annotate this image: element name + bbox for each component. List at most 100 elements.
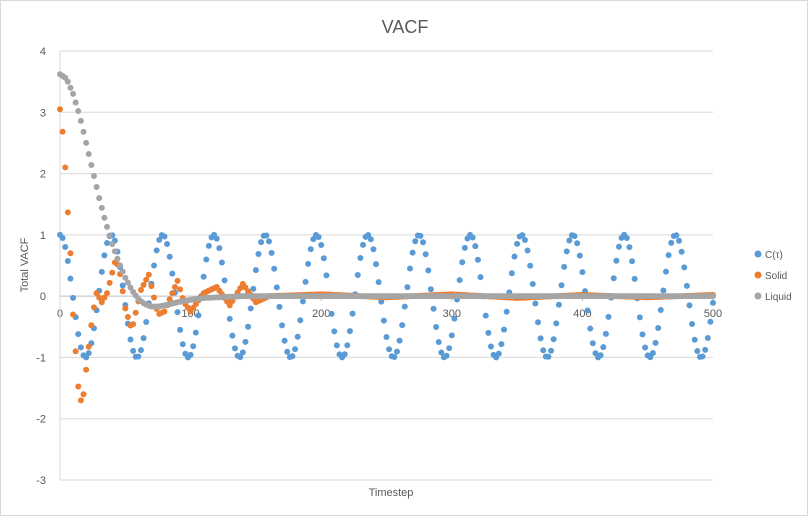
series-solid [57,106,716,404]
data-point [647,354,654,361]
data-point [77,397,84,404]
data-point [67,275,74,282]
data-point [649,349,656,356]
data-point [169,290,176,297]
data-point [153,247,160,254]
data-point [354,272,361,279]
data-point [393,348,400,355]
data-point [143,276,150,283]
chart-title: VACF [382,17,429,37]
data-point [156,236,163,243]
data-point [691,336,698,343]
data-point [109,269,116,276]
data-point [305,260,312,267]
data-point [503,308,510,315]
data-point [292,346,299,353]
data-point [451,315,458,322]
data-point [252,267,259,274]
data-point [375,279,382,286]
data-point [529,281,536,287]
data-point [67,84,74,91]
data-point [399,322,406,329]
data-point [190,343,197,350]
data-point [279,322,286,329]
data-point [550,336,557,343]
data-point [639,331,646,338]
data-point [349,310,356,317]
data-point [85,343,92,350]
data-point [247,305,254,312]
data-point [344,342,351,349]
data-point [521,236,528,243]
data-point [245,323,252,330]
data-point [77,344,84,351]
data-point [164,241,171,248]
data-point [93,290,100,297]
data-point [511,253,518,260]
data-point [237,285,244,292]
data-point [85,150,92,157]
data-point [140,281,147,288]
data-point [443,352,450,359]
data-point [80,128,87,135]
data-point [106,279,113,286]
data-point [412,238,419,245]
data-point [566,237,573,244]
data-point [545,353,552,360]
x-axis-title: Timestep [369,487,414,499]
data-point [469,234,476,241]
data-point [519,232,526,239]
data-point [501,326,508,333]
data-point [527,262,534,269]
data-point [239,349,246,356]
data-point [694,348,701,355]
data-point [117,262,124,269]
data-point [676,237,683,244]
data-point [169,270,176,277]
data-point [101,214,108,221]
data-point [461,244,468,251]
data-point [686,302,693,309]
data-point [615,243,622,250]
data-point [174,277,181,284]
data-point [396,337,403,344]
data-point [482,312,489,319]
data-point [323,272,330,279]
data-point [553,320,560,327]
data-point [122,305,129,312]
data-point [589,340,596,347]
data-point [83,366,90,373]
data-point [268,249,275,256]
data-point [370,246,377,253]
data-point [265,238,272,245]
data-point [631,275,638,282]
data-point [318,242,325,249]
data-point [88,161,95,168]
data-point [96,294,103,301]
y-tick-label: -1 [36,352,46,364]
data-point [373,261,380,268]
data-point [205,242,212,249]
data-point [216,245,223,252]
data-point [404,284,411,291]
data-point [232,345,238,352]
data-point [75,383,82,390]
data-point [600,344,607,351]
data-point [166,253,173,260]
series-layer [57,71,716,404]
data-point [558,282,565,289]
x-tick-label: 200 [312,308,330,320]
data-point [548,347,555,354]
data-point [433,323,440,330]
data-point [166,296,173,303]
data-point [151,294,158,301]
data-point [195,312,202,319]
data-point [610,275,617,282]
data-point [378,298,385,305]
data-point [474,256,481,263]
data-point [597,352,604,359]
data-point [242,338,249,345]
data-point [127,284,134,291]
data-point [472,243,479,250]
